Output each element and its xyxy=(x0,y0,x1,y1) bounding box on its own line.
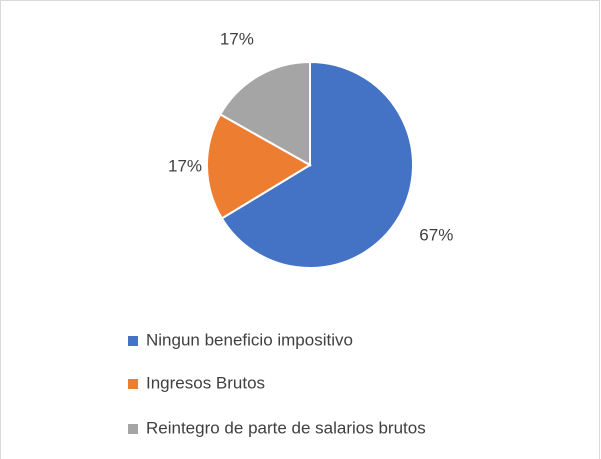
legend-label: Ningun beneficio impositivo xyxy=(146,330,353,349)
data-label: 17% xyxy=(220,29,254,48)
pie-slice xyxy=(218,60,311,167)
legend-swatch xyxy=(128,336,138,346)
data-label: 67% xyxy=(419,226,453,245)
pie-slice xyxy=(220,60,414,269)
data-label: 17% xyxy=(168,156,202,175)
legend-label: Reintegro de parte de salarios brutos xyxy=(146,418,426,437)
legend-label: Ingresos Brutos xyxy=(146,373,265,392)
legend-swatch xyxy=(128,424,138,434)
legend-swatch xyxy=(128,379,138,389)
pie-slice xyxy=(206,113,312,220)
